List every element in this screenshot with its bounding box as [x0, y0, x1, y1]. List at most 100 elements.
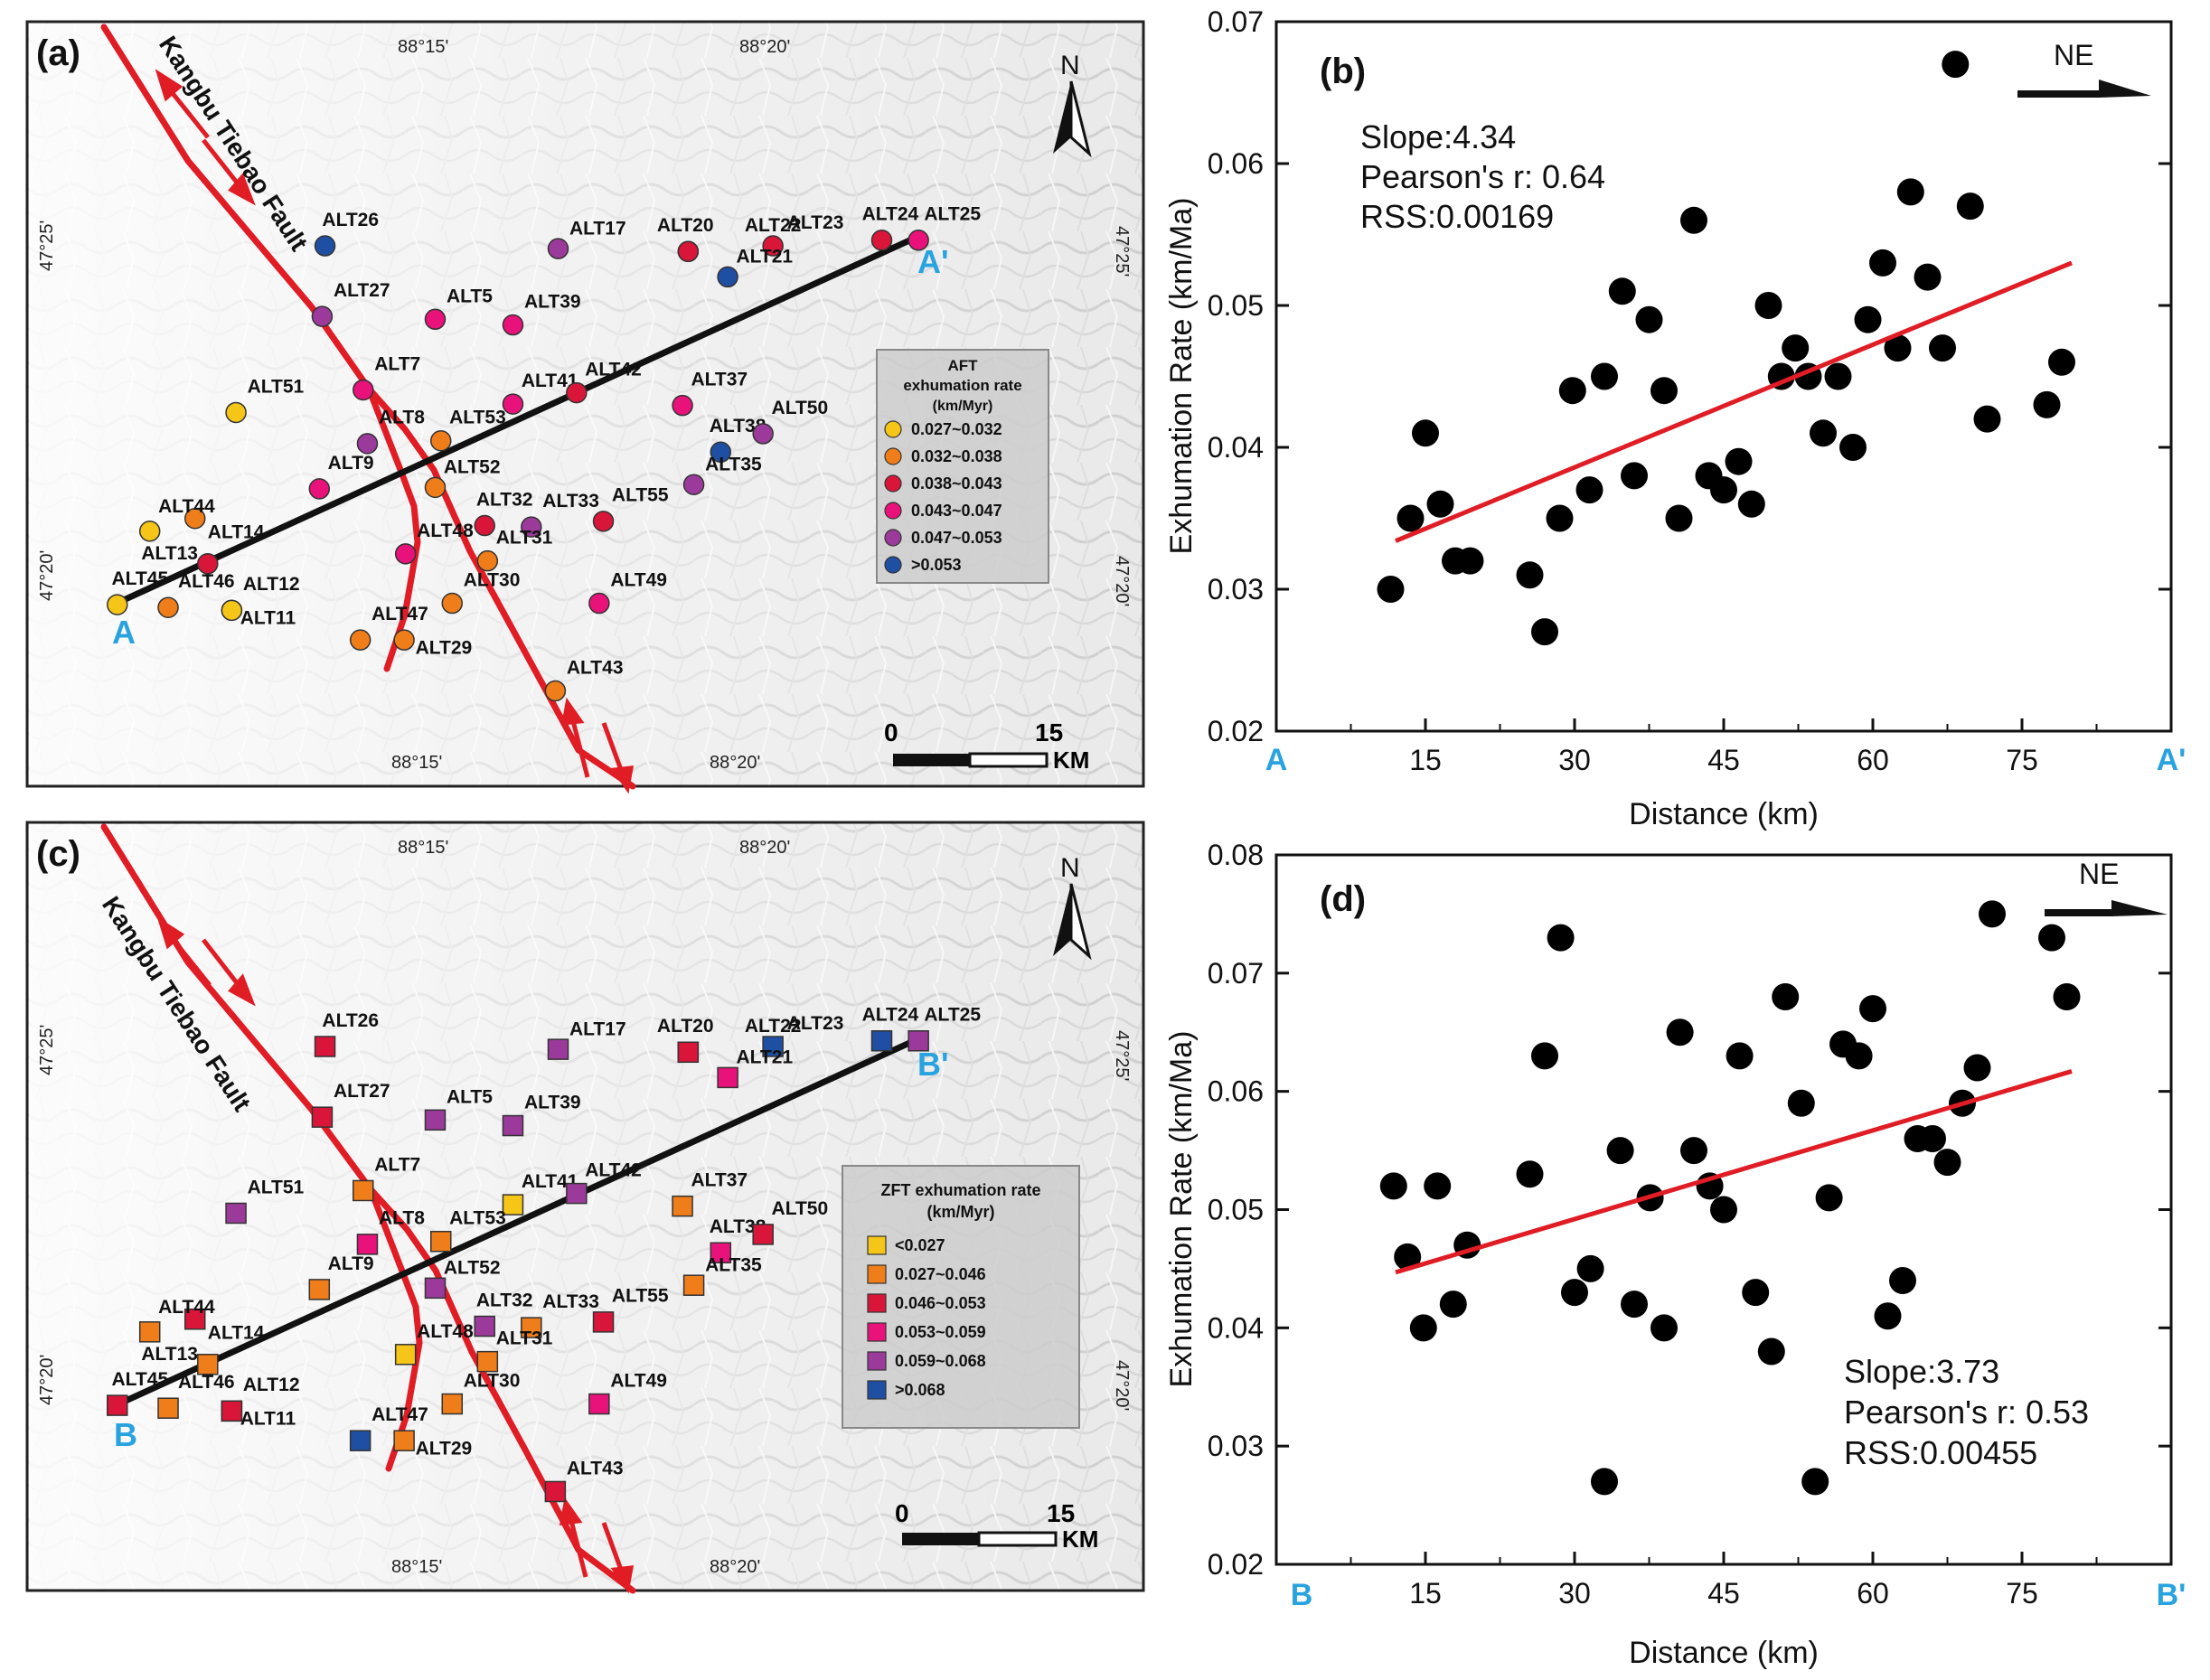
- data-point: [1377, 576, 1405, 603]
- data-point: [1810, 419, 1837, 447]
- sample-marker-alt29: [393, 629, 415, 651]
- data-point: [1889, 1267, 1916, 1294]
- sample-marker-alt24: [870, 1030, 893, 1052]
- north-label-a: N: [1060, 51, 1080, 80]
- data-point: [1725, 447, 1753, 475]
- ylabel-d: Exhumation Rate (km/Ma): [1164, 1031, 1199, 1388]
- y-tick-label: 0.02: [1208, 715, 1264, 747]
- data-point: [1737, 490, 1765, 518]
- data-point: [1801, 1468, 1829, 1496]
- data-point: [1666, 1018, 1694, 1046]
- sample-label-alt44: ALT44: [158, 1297, 215, 1318]
- legend-c-title-1: ZFT exhumation rate: [880, 1181, 1040, 1199]
- legend-swatch: [867, 1293, 887, 1313]
- sample-marker-alt45: [107, 1394, 128, 1416]
- sample-label-alt5: ALT5: [447, 286, 493, 306]
- legend-swatch: [867, 1380, 887, 1400]
- sample-label-alt50: ALT50: [772, 398, 829, 418]
- legend-swatch: [884, 447, 902, 465]
- x-tick-label: 75: [2006, 744, 2038, 776]
- sample-marker-alt41: [502, 1194, 524, 1215]
- sample-label-alt22: ALT22: [745, 1016, 802, 1037]
- data-point: [1845, 1042, 1873, 1070]
- y-tick-label: 0.08: [1208, 839, 1264, 871]
- sample-label-alt42: ALT42: [585, 360, 642, 380]
- sample-label-alt52: ALT52: [444, 1257, 501, 1278]
- x-tick-label: 30: [1558, 1577, 1591, 1610]
- branch-fault-trace-c: [367, 1186, 423, 1472]
- sample-marker-alt43: [544, 680, 567, 702]
- sample-marker-alt39: [502, 1114, 524, 1137]
- sample-label-alt12: ALT12: [243, 1375, 300, 1395]
- data-point: [1896, 178, 1924, 206]
- legend-label: 0.047~0.053: [911, 529, 1002, 547]
- data-point: [1973, 405, 2001, 433]
- sample-marker-alt49: [588, 592, 610, 615]
- sample-label-alt17: ALT17: [569, 218, 626, 239]
- sample-label-alt51: ALT51: [248, 376, 305, 397]
- coord-left-2-a: 47°20': [37, 550, 57, 601]
- sample-marker-alt13: [138, 521, 161, 542]
- panel-d-label: (d): [1320, 879, 1366, 919]
- data-point: [1397, 504, 1425, 532]
- data-point: [1606, 1137, 1634, 1165]
- sample-marker-alt41: [502, 393, 524, 415]
- sample-label-alt38: ALT38: [710, 1216, 766, 1237]
- data-point: [1591, 362, 1618, 390]
- panel-d-chart: (d) NE Slope:3.73 Pearson's r: 0.53 RSS:…: [1164, 839, 2186, 1670]
- sample-marker-alt14: [197, 1354, 219, 1375]
- coord-bottom-1-a: 88°15': [391, 753, 442, 773]
- stat-slope-b: Slope:4.34: [1360, 118, 1516, 155]
- sample-label-alt51: ALT51: [248, 1177, 305, 1197]
- sample-label-alt43: ALT43: [567, 1458, 624, 1478]
- legend-a: AFT exhumation rate (km/Myr) 0.027~0.032…: [876, 349, 1049, 584]
- sample-marker-alt38: [710, 441, 732, 464]
- branch-fault-trace-a: [365, 385, 421, 672]
- sample-marker-alt32: [474, 514, 495, 537]
- sample-label-alt8: ALT8: [379, 408, 425, 428]
- profile-line-a: [114, 233, 919, 607]
- data-point: [1424, 1172, 1452, 1200]
- coord-bottom-2-c: 88°20': [710, 1557, 760, 1577]
- direction-label-b: NE: [2054, 39, 2093, 71]
- sample-label-alt11: ALT11: [240, 608, 296, 629]
- data-point: [1914, 263, 1942, 291]
- data-point: [1710, 1196, 1737, 1224]
- sample-marker-alt29: [393, 1430, 415, 1451]
- sample-label-alt24: ALT24: [862, 204, 919, 225]
- data-point: [1621, 462, 1648, 490]
- sample-label-alt39: ALT39: [524, 292, 581, 313]
- data-point: [1680, 1137, 1707, 1165]
- sample-label-alt23: ALT23: [787, 212, 844, 233]
- legend-label: 0.027~0.032: [911, 420, 1002, 438]
- sample-label-alt12: ALT12: [243, 574, 300, 595]
- sample-label-alt48: ALT48: [417, 1321, 474, 1342]
- sample-label-alt47: ALT47: [371, 604, 428, 624]
- data-point: [1782, 334, 1810, 362]
- sample-marker-alt46: [157, 1397, 179, 1419]
- sample-label-alt29: ALT29: [416, 1439, 473, 1459]
- sample-marker-alt21: [717, 266, 738, 288]
- x-tick-label: 45: [1707, 744, 1740, 776]
- sample-label-alt29: ALT29: [416, 638, 473, 659]
- sample-label-alt9: ALT9: [328, 453, 374, 474]
- data-point: [2038, 924, 2065, 952]
- direction-arrow-d: NE: [2045, 858, 2168, 916]
- sample-label-alt30: ALT30: [464, 1371, 521, 1392]
- sample-marker-alt8: [356, 433, 379, 455]
- sample-marker-alt22: [677, 240, 700, 263]
- sample-label-alt7: ALT7: [374, 353, 420, 374]
- data-point: [1608, 277, 1636, 305]
- data-point: [1409, 1314, 1437, 1342]
- scale-max-c: 15: [1047, 1499, 1075, 1527]
- x-tick-label: 60: [1857, 744, 1889, 776]
- data-point: [1824, 362, 1852, 390]
- data-point: [1787, 1089, 1815, 1117]
- sample-label-alt49: ALT49: [610, 570, 667, 591]
- sample-label-alt25: ALT25: [924, 204, 981, 225]
- sample-marker-alt35: [682, 1274, 705, 1296]
- y-tick-label: 0.07: [1208, 957, 1264, 990]
- sample-label-alt11: ALT11: [240, 1409, 296, 1430]
- sample-label-alt13: ALT13: [141, 1344, 198, 1365]
